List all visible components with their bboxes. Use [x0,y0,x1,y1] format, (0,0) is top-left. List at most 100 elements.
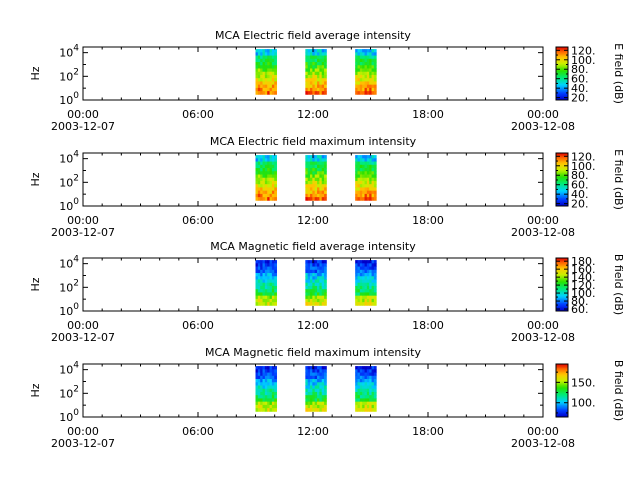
spectrogram-cell [373,391,377,396]
spectrogram-cell [312,71,316,76]
spectrogram-cell [310,282,313,287]
spectrogram-cell [362,382,365,386]
spectrogram-cell [310,197,313,201]
spectrogram-cell [312,78,316,82]
y-tick-label: 102 [59,67,79,83]
y-axis-label: Hz [29,383,42,397]
spectrogram-cell [271,171,275,175]
spectrogram-cell [274,197,277,201]
spectrogram-cell [260,81,263,86]
colorbar-segment [556,288,568,291]
spectrogram-cell [359,58,363,63]
x-tick-label: 00:00 [67,319,99,332]
spectrogram-cell [324,292,327,297]
spectrogram-cell [362,87,365,92]
spectrogram-cell [255,285,259,290]
spectrogram-cell [305,295,309,300]
spectrogram-cell [310,285,313,290]
spectrogram-cell [317,52,320,56]
spectrogram-cell [371,285,375,290]
spectrogram-cell [321,87,325,92]
panel-2: MCA Electric field maximum intensity00:0… [29,135,625,239]
spectrogram-cell [255,171,259,175]
spectrogram-cell [364,184,368,188]
spectrogram-cell [312,408,316,412]
colorbar-segment [556,261,568,264]
spectrogram-cell [271,302,275,306]
spectrogram-cell [366,379,370,383]
spectrogram-cell [262,68,266,73]
spectrogram-cell [271,298,275,303]
colorbar-segment [556,57,568,60]
colorbar-segment [556,78,568,81]
colorbar-label: E field (dB) [612,149,625,210]
spectrogram-cell [364,187,368,192]
spectrogram-cell [369,408,372,412]
spectrogram-cell [310,65,313,69]
spectrogram-cell [373,385,377,390]
spectrogram-cell [312,84,316,89]
colorbar-segment [556,275,568,277]
spectrogram-cell [321,379,325,383]
spectrogram-cell [359,74,363,79]
colorbar-segment [556,85,568,88]
spectrogram-cell [262,184,266,188]
spectrogram-cell [257,197,261,201]
spectrogram-cell [264,395,268,399]
spectrogram-cell [312,285,316,290]
spectrogram-cell [305,408,309,412]
spectrogram-cell [366,302,370,306]
spectrogram-cell [305,395,309,399]
colorbar-segment [556,156,568,159]
spectrogram-cell [321,302,325,306]
spectrogram-cell [355,375,358,380]
spectrogram-cell [359,260,363,264]
spectrogram-cell [310,87,313,92]
spectrogram-cell [317,295,320,300]
spectrogram-cell [312,177,316,182]
x-tick-label: 18:00 [412,108,444,121]
spectrogram-cell [366,279,370,284]
spectrogram-cell [255,302,259,306]
spectrogram-cell [262,58,266,63]
spectrogram-cell [369,84,372,89]
spectrogram-cell [319,292,323,297]
spectrogram-cell [355,71,358,76]
spectrogram-cell [260,295,263,300]
spectrogram-cell [369,71,372,76]
spectrogram-cell [257,395,261,399]
spectrogram-cell [324,184,327,188]
spectrogram-cell [267,164,270,169]
spectrogram-cell [312,187,316,192]
spectrogram-cell [355,395,358,399]
spectrogram-cell [271,52,275,56]
spectrogram-cell [359,404,363,409]
spectrogram-cell [324,171,327,175]
spectrogram-cell [362,49,365,53]
spectrogram-cell [274,404,277,409]
spectrogram-cell [305,379,309,383]
spectrogram-cell [359,168,363,172]
spectrogram-cell [355,197,358,201]
spectrogram-cell [310,298,313,303]
spectrogram-cell [324,279,327,284]
spectrogram-cell [373,285,377,290]
spectrogram-cell [317,266,320,271]
spectrogram-cell [371,369,375,373]
spectrogram-cell [264,408,268,412]
spectrogram-cell [319,52,323,56]
colorbar-segment [556,378,568,381]
spectrogram-cell [359,395,363,399]
spectrogram-cell [373,372,377,377]
spectrogram-cell [317,366,320,370]
spectrogram-cell [369,197,372,201]
spectrogram-cell [257,78,261,82]
y-tick-label: 104 [59,44,79,60]
spectrogram-cell [267,193,270,198]
spectrogram-cell [362,266,365,271]
spectrogram-cell [267,285,270,290]
spectrogram-cell [269,65,273,69]
spectrogram-cell [369,263,372,267]
y-axis-label: Hz [29,66,42,80]
spectrogram-cell [321,263,325,267]
